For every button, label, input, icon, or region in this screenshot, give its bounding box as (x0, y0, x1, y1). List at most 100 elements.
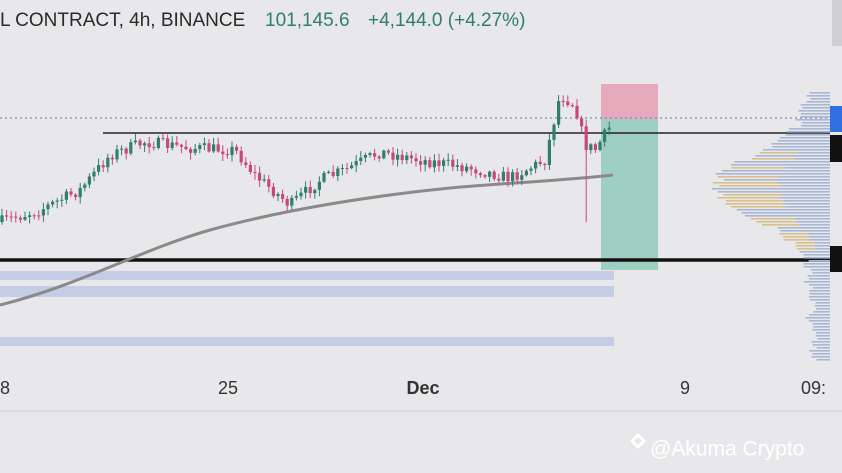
candle (28, 215, 32, 217)
profile-bar (817, 338, 830, 340)
candle (570, 105, 574, 107)
candle (55, 200, 59, 202)
profile-bar (810, 269, 830, 271)
candle (110, 157, 114, 160)
profile-bar (809, 314, 830, 316)
candle (138, 140, 142, 146)
candle (400, 154, 404, 161)
candle (60, 199, 64, 201)
candle (580, 118, 584, 127)
candle (373, 153, 377, 157)
profile-bar (809, 284, 830, 286)
candle (294, 196, 298, 198)
profile-bar (805, 317, 830, 319)
profile-bar (785, 206, 830, 208)
candle (377, 156, 381, 159)
profile-bar (794, 158, 830, 160)
candle (497, 178, 501, 181)
candle (396, 154, 400, 160)
volume-profile (712, 92, 830, 361)
profile-bar (718, 191, 830, 193)
candle (69, 191, 73, 195)
profile-bar (816, 332, 830, 334)
candle (492, 171, 496, 179)
profile-bar (815, 335, 830, 337)
candle (248, 164, 252, 172)
candle (575, 105, 579, 119)
profile-bar (744, 215, 830, 217)
profile-bar (803, 254, 830, 256)
candle (428, 160, 432, 168)
scroll-edge (832, 0, 842, 46)
profile-bar (726, 200, 784, 202)
candle (340, 167, 344, 169)
candle (474, 169, 478, 174)
candle (239, 150, 243, 163)
candle (258, 172, 262, 181)
profile-bar (731, 167, 786, 169)
profile-bar (796, 221, 830, 223)
candle (538, 161, 542, 165)
profile-bar (812, 353, 830, 355)
profile-bar (755, 155, 830, 157)
profile-bar (777, 182, 830, 184)
candle (41, 209, 45, 216)
x-label: Dec (406, 378, 439, 398)
candle (336, 168, 340, 176)
candle (212, 144, 216, 152)
profile-bar (808, 260, 830, 262)
candle (46, 204, 50, 210)
candle (106, 157, 110, 168)
candle (386, 150, 390, 153)
profile-bar (786, 131, 830, 133)
profile-bar (724, 179, 830, 181)
candle (235, 146, 239, 151)
profile-bar (813, 287, 830, 289)
profile-bar (794, 218, 830, 220)
candle (313, 189, 317, 194)
profile-bar (730, 164, 830, 166)
candle (64, 191, 68, 200)
profile-bar (762, 149, 830, 151)
profile-bar (802, 122, 830, 124)
zone (0, 286, 614, 297)
candle (299, 192, 303, 197)
candle (478, 173, 482, 176)
candle (281, 194, 285, 199)
profile-bar (810, 98, 830, 100)
profile-bar (717, 176, 780, 178)
candle (221, 151, 225, 155)
candle (501, 171, 505, 181)
candle (524, 170, 528, 176)
candle (409, 155, 413, 159)
profile-bar (783, 200, 830, 202)
profile-bar (807, 233, 830, 235)
candle (175, 142, 179, 145)
profile-bar (803, 257, 830, 259)
candle (589, 144, 593, 151)
candle (184, 146, 188, 150)
candle (78, 187, 82, 198)
profile-bar (803, 263, 830, 265)
candle (92, 171, 96, 177)
candle (308, 186, 312, 194)
candle (561, 101, 565, 103)
profile-bar (812, 329, 830, 331)
profile-bar (723, 194, 782, 196)
candle (14, 216, 18, 218)
candle (584, 126, 588, 151)
profile-bar (816, 347, 830, 349)
profile-bar (730, 206, 786, 208)
profile-bar (808, 320, 830, 322)
x-label: 25 (218, 378, 238, 398)
profile-bar (785, 167, 830, 169)
profile-bar (800, 113, 830, 115)
candle (345, 167, 349, 169)
profile-bar (813, 311, 830, 313)
x-label: 8 (0, 378, 10, 398)
logo (630, 433, 646, 449)
candle (37, 215, 41, 217)
candle (322, 172, 326, 182)
candle (557, 101, 561, 125)
candle (460, 165, 464, 172)
